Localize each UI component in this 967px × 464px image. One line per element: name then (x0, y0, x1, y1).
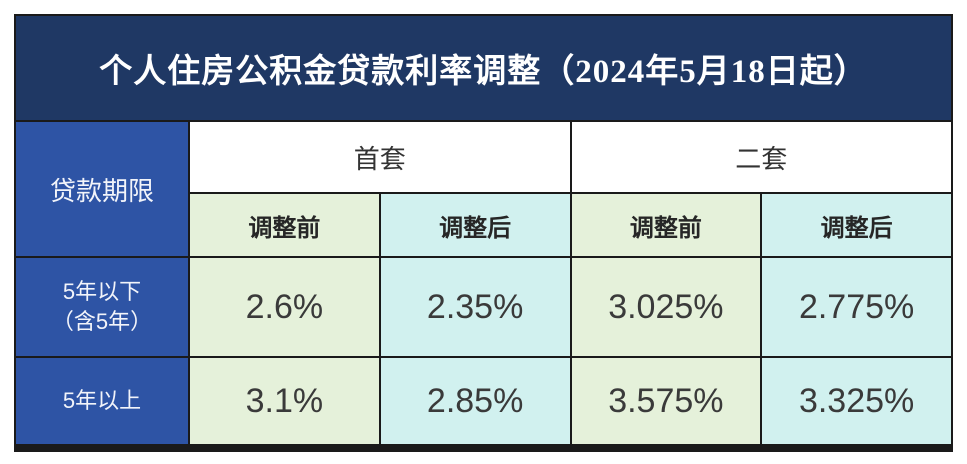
rate-cell-first-before-over5: 3.1% (190, 358, 379, 444)
header-second-after: 调整后 (762, 194, 951, 256)
rate-cell-second-after-under5: 2.775% (762, 258, 951, 356)
rate-cell-first-before-under5: 2.6% (190, 258, 379, 356)
row-label-under-5-years: 5年以下 （含5年） (16, 258, 188, 356)
header-group-second-home: 二套 (571, 122, 951, 192)
header-loan-term: 贷款期限 (16, 122, 188, 256)
rate-cell-second-before-under5: 3.025% (571, 258, 761, 356)
header-second-before: 调整前 (571, 194, 761, 256)
table-title: 个人住房公积金贷款利率调整（2024年5月18日起） (16, 16, 951, 120)
header-group-first-home: 首套 (190, 122, 570, 192)
rate-cell-first-after-over5: 2.85% (380, 358, 570, 444)
row-label-over-5-years: 5年以上 (16, 358, 188, 444)
rate-cell-first-after-under5: 2.35% (380, 258, 570, 356)
rate-cell-second-after-over5: 3.325% (762, 358, 951, 444)
rate-cell-second-before-over5: 3.575% (571, 358, 761, 444)
header-first-after: 调整后 (380, 194, 570, 256)
header-first-before: 调整前 (190, 194, 379, 256)
loan-rate-table: 个人住房公积金贷款利率调整（2024年5月18日起） 贷款期限 首套 二套 调整… (14, 14, 953, 452)
